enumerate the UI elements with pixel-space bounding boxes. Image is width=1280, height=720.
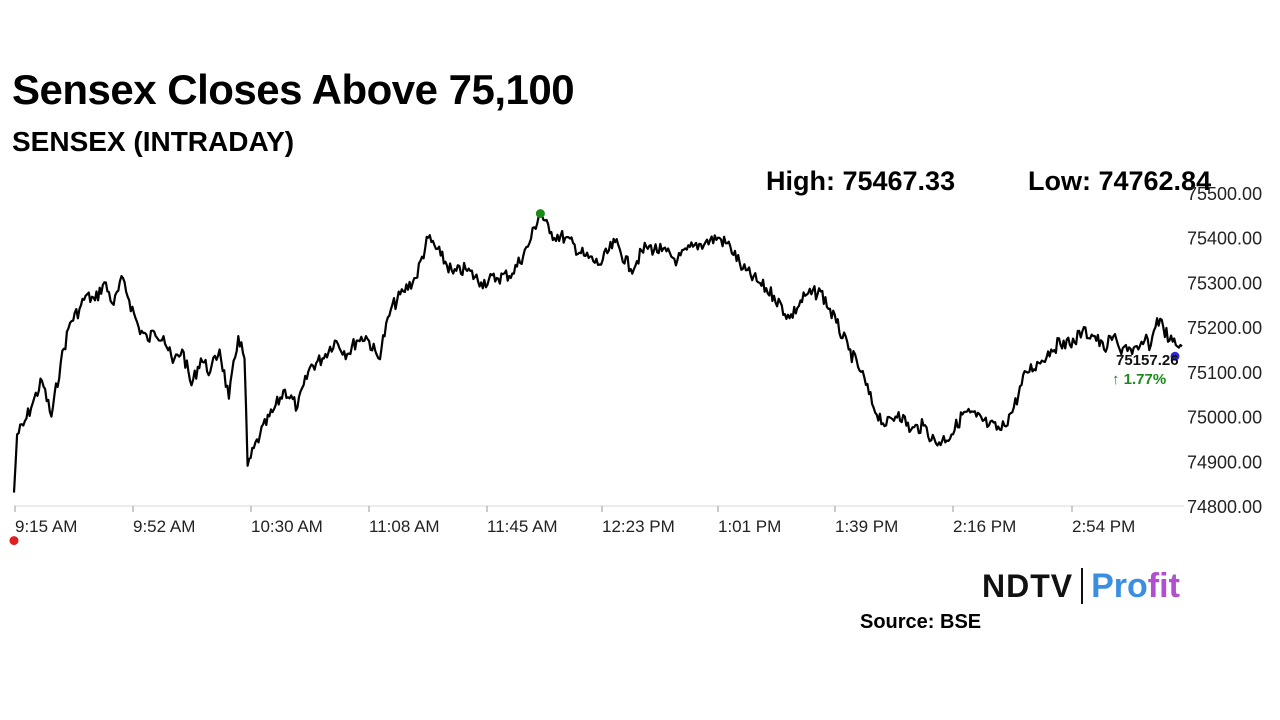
x-tick-label: 1:01 PM — [718, 517, 781, 536]
x-tick-label: 11:45 AM — [487, 517, 558, 536]
x-tick-label: 2:54 PM — [1072, 517, 1135, 536]
y-tick-label: 75300.00 — [1187, 273, 1262, 293]
x-tick-label: 1:39 PM — [835, 517, 898, 536]
y-tick-label: 75500.00 — [1187, 184, 1262, 204]
x-tick-label: 10:30 AM — [251, 517, 323, 536]
chart-subtitle: SENSEX (INTRADAY) — [12, 126, 295, 157]
low-value: Low: 74762.84 — [1028, 166, 1212, 196]
y-tick-label: 74800.00 — [1187, 497, 1262, 517]
y-tick-label: 75400.00 — [1187, 229, 1262, 249]
y-tick-label: 75000.00 — [1187, 408, 1262, 428]
last-change-label: ↑ 1.77% — [1112, 371, 1166, 388]
x-tick-label: 11:08 AM — [369, 517, 440, 536]
last-point-marker — [1170, 351, 1180, 361]
source-label: Source: BSE — [860, 611, 982, 633]
high-point-marker — [535, 209, 545, 219]
brand-ndtv: NDTV — [982, 567, 1074, 604]
y-tick-label: 75100.00 — [1187, 363, 1262, 383]
y-tick-label: 75200.00 — [1187, 318, 1262, 338]
chart-title: Sensex Closes Above 75,100 — [12, 66, 575, 113]
y-tick-label: 74900.00 — [1187, 452, 1262, 472]
x-tick-label: 9:15 AM — [15, 517, 77, 536]
brand-profit-a: Pro — [1091, 566, 1148, 605]
x-tick-label: 9:52 AM — [133, 517, 195, 536]
brand-profit: Profit — [1091, 567, 1180, 606]
x-tick-label: 2:16 PM — [953, 517, 1016, 536]
high-value: High: 75467.33 — [766, 166, 956, 196]
brand-profit-b: fit — [1147, 566, 1180, 605]
ndtv-profit-logo: NDTV Profit — [982, 566, 1180, 606]
last-value-label: 75157.26 — [1116, 352, 1179, 369]
sensex-series-line — [12, 209, 1183, 493]
low-point-marker — [9, 536, 19, 546]
brand-divider — [1081, 568, 1084, 604]
x-tick-label: 12:23 PM — [602, 517, 675, 536]
